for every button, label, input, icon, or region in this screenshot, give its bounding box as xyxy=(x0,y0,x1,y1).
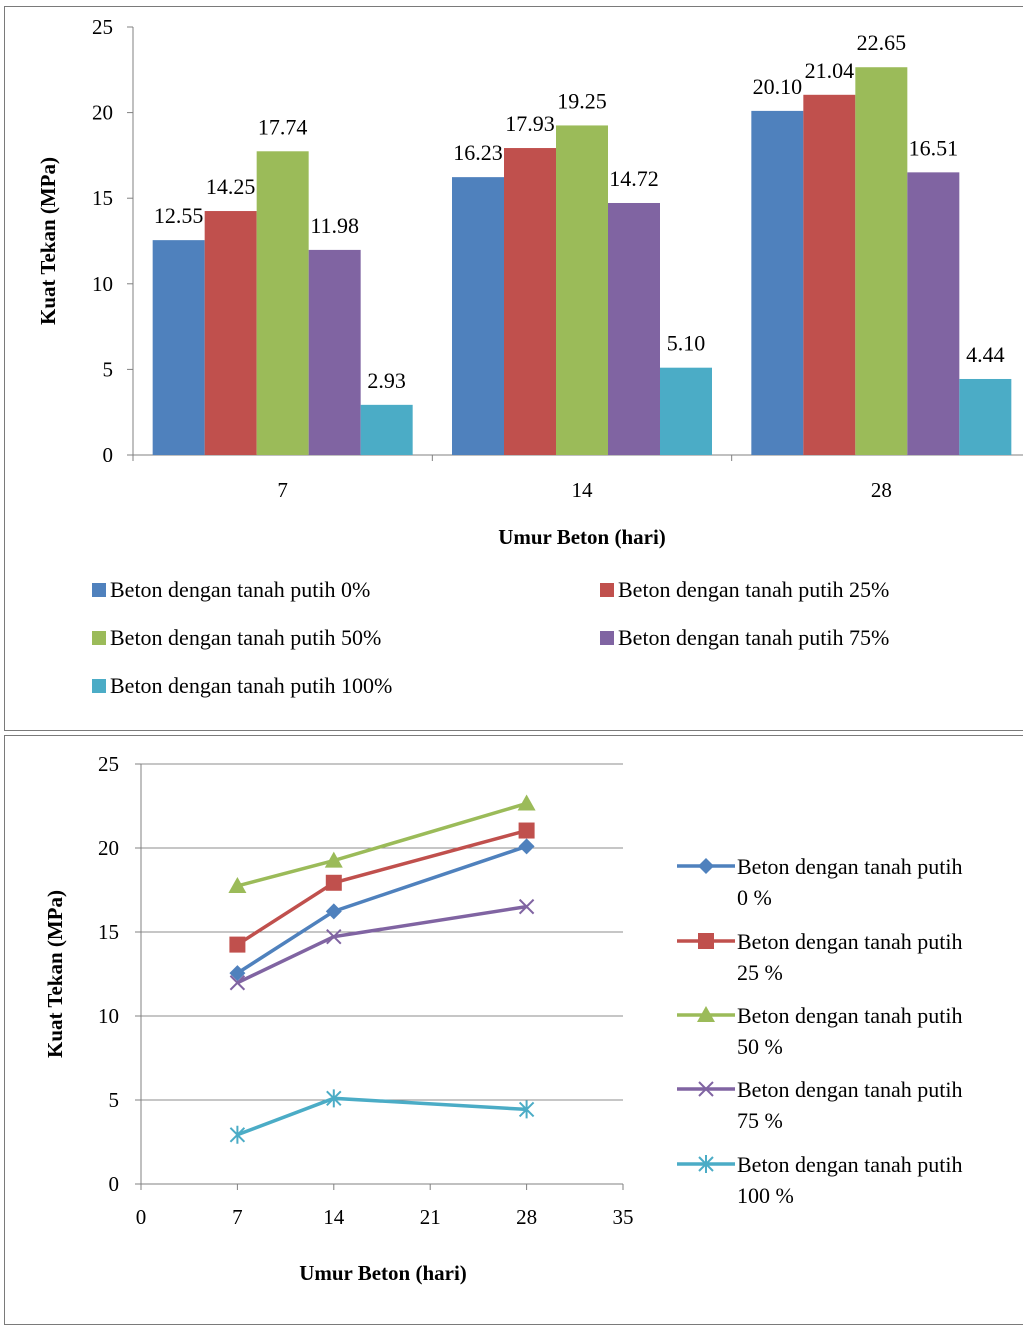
y-tick-label: 0 xyxy=(109,1172,120,1196)
legend-label: Beton dengan tanah putih 50% xyxy=(110,625,381,650)
bar xyxy=(152,240,205,455)
x-axis-title: Umur Beton (hari) xyxy=(299,1261,467,1285)
data-point xyxy=(518,822,535,839)
data-label: 17.74 xyxy=(258,114,308,139)
bar xyxy=(803,94,856,455)
series-line xyxy=(236,844,528,975)
legend-marker xyxy=(697,1006,715,1022)
data-label: 19.25 xyxy=(557,88,607,113)
x-tick-label: 14 xyxy=(572,478,594,502)
bar xyxy=(855,67,908,455)
data-label: 22.65 xyxy=(857,30,907,55)
y-tick-label: 10 xyxy=(92,272,113,296)
legend-marker xyxy=(698,858,714,874)
x-tick-label: 7 xyxy=(232,1205,243,1229)
legend-swatch xyxy=(92,631,106,645)
x-tick-label: 28 xyxy=(871,478,892,502)
bar xyxy=(308,249,361,455)
data-point xyxy=(518,898,535,915)
data-point xyxy=(325,903,342,920)
series-line xyxy=(236,801,528,888)
x-tick-label: 7 xyxy=(277,478,288,502)
data-label: 21.04 xyxy=(805,58,855,83)
data-point xyxy=(229,1125,246,1144)
legend-label: Beton dengan tanah putih 0 % xyxy=(737,854,962,910)
y-tick-label: 25 xyxy=(98,752,119,776)
bar xyxy=(204,211,257,455)
x-tick-label: 0 xyxy=(136,1205,147,1229)
data-point xyxy=(228,876,247,893)
data-point xyxy=(325,874,342,891)
data-point xyxy=(229,975,246,991)
legend-label: Beton dengan tanah putih 100 % xyxy=(737,1152,962,1208)
line-chart: 0 5 10 15 20 25 0 7 14 21 28 35 Umur Beton (hari) Kua… xyxy=(43,752,962,1285)
series-line xyxy=(236,1096,527,1137)
data-label: 11.98 xyxy=(310,213,359,238)
data-point xyxy=(326,1089,342,1108)
data-label: 16.23 xyxy=(453,140,503,165)
data-label: 4.44 xyxy=(966,342,1005,367)
x-axis-title: Umur Beton (hari) xyxy=(498,525,666,549)
line-chart-panel: 0 5 10 15 20 25 0 7 14 21 28 35 Umur Beton (hari) Kua… xyxy=(4,735,1023,1325)
legend-swatch xyxy=(92,679,106,693)
y-tick-label: 20 xyxy=(92,101,113,125)
bar xyxy=(360,404,413,455)
legend-marker xyxy=(698,1081,714,1097)
bar xyxy=(608,202,660,455)
legend-label: Beton dengan tanah putih 100% xyxy=(110,673,392,698)
y-tick-label: 0 xyxy=(103,443,114,467)
x-tick-label: 28 xyxy=(516,1205,537,1229)
y-axis-title: Kuat Tekan (MPa) xyxy=(43,890,67,1058)
data-label: 17.93 xyxy=(505,111,555,136)
legend-label: Beton dengan tanah putih 75% xyxy=(618,625,889,650)
bar xyxy=(660,367,712,455)
legend-label: Beton dengan tanah putih 25 % xyxy=(737,929,962,985)
data-label: 14.25 xyxy=(206,174,256,199)
y-tick-label: 15 xyxy=(92,186,113,210)
legend-marker xyxy=(698,933,714,949)
data-label: 16.51 xyxy=(909,135,959,160)
data-point xyxy=(518,838,535,855)
bar xyxy=(452,177,504,455)
y-axis-title: Kuat Tekan (MPa) xyxy=(36,157,60,325)
y-tick-label: 20 xyxy=(98,836,119,860)
x-tick-label: 21 xyxy=(420,1205,441,1229)
data-point xyxy=(229,936,246,953)
legend-marker xyxy=(698,1155,714,1173)
data-label: 14.72 xyxy=(609,166,659,191)
bar xyxy=(556,125,608,455)
legend-label: Beton dengan tanah putih 75 % xyxy=(737,1077,962,1133)
data-point xyxy=(324,851,343,868)
bar-chart-panel: 0 5 10 15 20 25 12.55 14.25 17.74 11.98 2.93 7 16.23… xyxy=(4,6,1023,731)
y-tick-label: 25 xyxy=(92,15,113,39)
legend-swatch xyxy=(600,631,614,645)
data-point xyxy=(229,965,246,982)
bar xyxy=(256,151,309,455)
bar xyxy=(751,110,804,455)
bar xyxy=(504,148,556,456)
legend-swatch xyxy=(600,583,614,597)
y-tick-label: 5 xyxy=(103,357,114,381)
data-point xyxy=(517,794,536,811)
data-label: 2.93 xyxy=(367,368,406,393)
legend-label: Beton dengan tanah putih 50 % xyxy=(737,1003,962,1059)
bar xyxy=(959,378,1012,455)
data-label: 12.55 xyxy=(154,203,204,228)
legend-label: Beton dengan tanah putih 25% xyxy=(618,577,889,602)
legend-label: Beton dengan tanah putih 0% xyxy=(110,577,370,602)
data-point xyxy=(518,1100,535,1119)
x-tick-label: 35 xyxy=(613,1205,634,1229)
legend-swatch xyxy=(92,583,106,597)
y-tick-label: 15 xyxy=(98,920,119,944)
y-tick-label: 5 xyxy=(109,1088,120,1112)
data-label: 20.10 xyxy=(753,74,803,99)
data-label: 5.10 xyxy=(667,331,706,356)
x-tick-label: 14 xyxy=(323,1205,345,1229)
data-point xyxy=(326,928,342,945)
y-tick-label: 10 xyxy=(98,1004,119,1028)
bar xyxy=(907,172,960,455)
